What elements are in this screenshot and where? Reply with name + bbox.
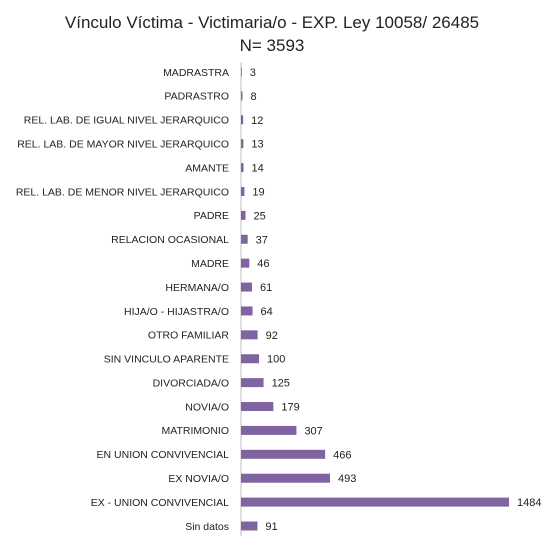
bar <box>241 473 331 483</box>
bar <box>241 210 246 220</box>
category-tick-label: OTRO FAMILIAR <box>148 330 230 342</box>
chart-subtitle: N= 3593 <box>240 36 305 55</box>
data-label: 92 <box>266 330 278 342</box>
bar <box>241 425 297 435</box>
category-tick-label: RELACION OCASIONAL <box>111 234 229 246</box>
data-label: 8 <box>250 91 256 103</box>
bar <box>241 139 244 149</box>
bar <box>241 282 253 292</box>
bar <box>241 186 245 196</box>
category-tick-label: PADRASTRO <box>164 91 229 103</box>
bar <box>241 402 274 412</box>
data-label: 12 <box>251 115 263 127</box>
data-label: 125 <box>272 378 290 390</box>
value-labels-group: 3 8 12 13 14 19 25 37 46 61 64 92 100 125 179 307 466 493… <box>250 67 542 533</box>
chart-title: Vínculo Víctima - Victimaria/o - EXP. Le… <box>65 13 479 32</box>
category-tick-label: Sin datos <box>185 521 229 533</box>
data-label: 37 <box>256 234 268 246</box>
bar <box>241 521 258 531</box>
category-tick-label: AMANTE <box>185 162 229 174</box>
category-tick-label: REL. LAB. DE IGUAL NIVEL JERARQUICO <box>24 115 229 127</box>
bar <box>241 497 509 507</box>
bar <box>241 115 244 125</box>
category-tick-label: EX NOVIA/O <box>168 473 229 485</box>
category-tick-label: HERMANA/O <box>165 282 229 294</box>
data-label: 493 <box>338 473 356 485</box>
category-tick-label: SIN VINCULO APARENTE <box>104 354 229 366</box>
category-tick-label: MADRE <box>191 258 229 270</box>
category-tick-label: REL. LAB. DE MAYOR NIVEL JERARQUICO <box>17 138 229 150</box>
category-tick-label: EX - UNION CONVIVENCIAL <box>91 497 229 509</box>
data-label: 91 <box>265 521 277 533</box>
category-tick-label: DIVORCIADA/O <box>153 377 229 389</box>
data-label: 25 <box>254 210 266 222</box>
category-tick-label: EN UNION CONVIVENCIAL <box>97 449 230 461</box>
category-tick-label: NOVIA/O <box>185 401 229 413</box>
category-labels-group: MADRASTRA PADRASTRO REL. LAB. DE IGUAL NIV… <box>16 67 230 533</box>
bar <box>241 163 244 173</box>
bar <box>241 258 250 268</box>
bars-group <box>241 67 509 531</box>
data-label: 13 <box>251 139 263 151</box>
data-label: 61 <box>260 282 272 294</box>
bar <box>241 378 264 388</box>
data-label: 307 <box>304 425 322 437</box>
bar <box>241 449 326 459</box>
bar <box>241 91 243 101</box>
data-label: 1484 <box>517 497 541 509</box>
category-tick-label: PADRE <box>194 210 229 222</box>
bar <box>241 67 242 77</box>
bar <box>241 234 248 244</box>
category-tick-label: MADRASTRA <box>163 67 229 79</box>
data-label: 19 <box>252 186 264 198</box>
data-label: 64 <box>261 306 273 318</box>
data-label: 46 <box>257 258 269 270</box>
bar <box>241 306 253 316</box>
data-label: 3 <box>250 67 256 79</box>
bar <box>241 354 260 364</box>
category-tick-label: HIJA/O - HIJASTRA/O <box>124 306 229 318</box>
data-label: 14 <box>252 163 264 175</box>
data-label: 179 <box>281 402 299 414</box>
data-label: 100 <box>267 354 285 366</box>
category-tick-label: MATRIMONIO <box>162 425 229 437</box>
bar <box>241 330 258 340</box>
data-label: 466 <box>333 449 351 461</box>
category-tick-label: REL. LAB. DE MENOR NIVEL JERARQUICO <box>16 186 229 198</box>
